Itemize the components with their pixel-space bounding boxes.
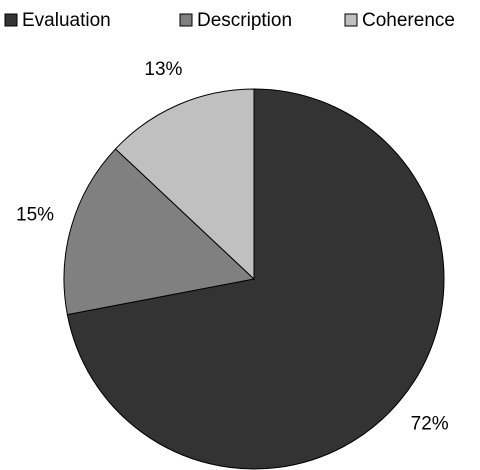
legend-label: Description bbox=[197, 10, 292, 31]
pie-slice bbox=[66, 88, 445, 470]
pie-slice bbox=[63, 148, 256, 316]
legend-swatch bbox=[4, 13, 18, 27]
data-label: 72% bbox=[411, 413, 449, 434]
legend-swatch bbox=[179, 13, 193, 27]
data-label: 13% bbox=[144, 59, 182, 80]
legend-label: Evaluation bbox=[22, 10, 111, 31]
data-label: 15% bbox=[16, 204, 54, 225]
legend: Evaluation Description Coherence bbox=[4, 10, 455, 31]
legend-swatch bbox=[344, 13, 358, 27]
pie: 72% 15% 13% bbox=[16, 59, 449, 470]
pie-slice bbox=[114, 88, 255, 281]
legend-label: Coherence bbox=[362, 10, 455, 31]
